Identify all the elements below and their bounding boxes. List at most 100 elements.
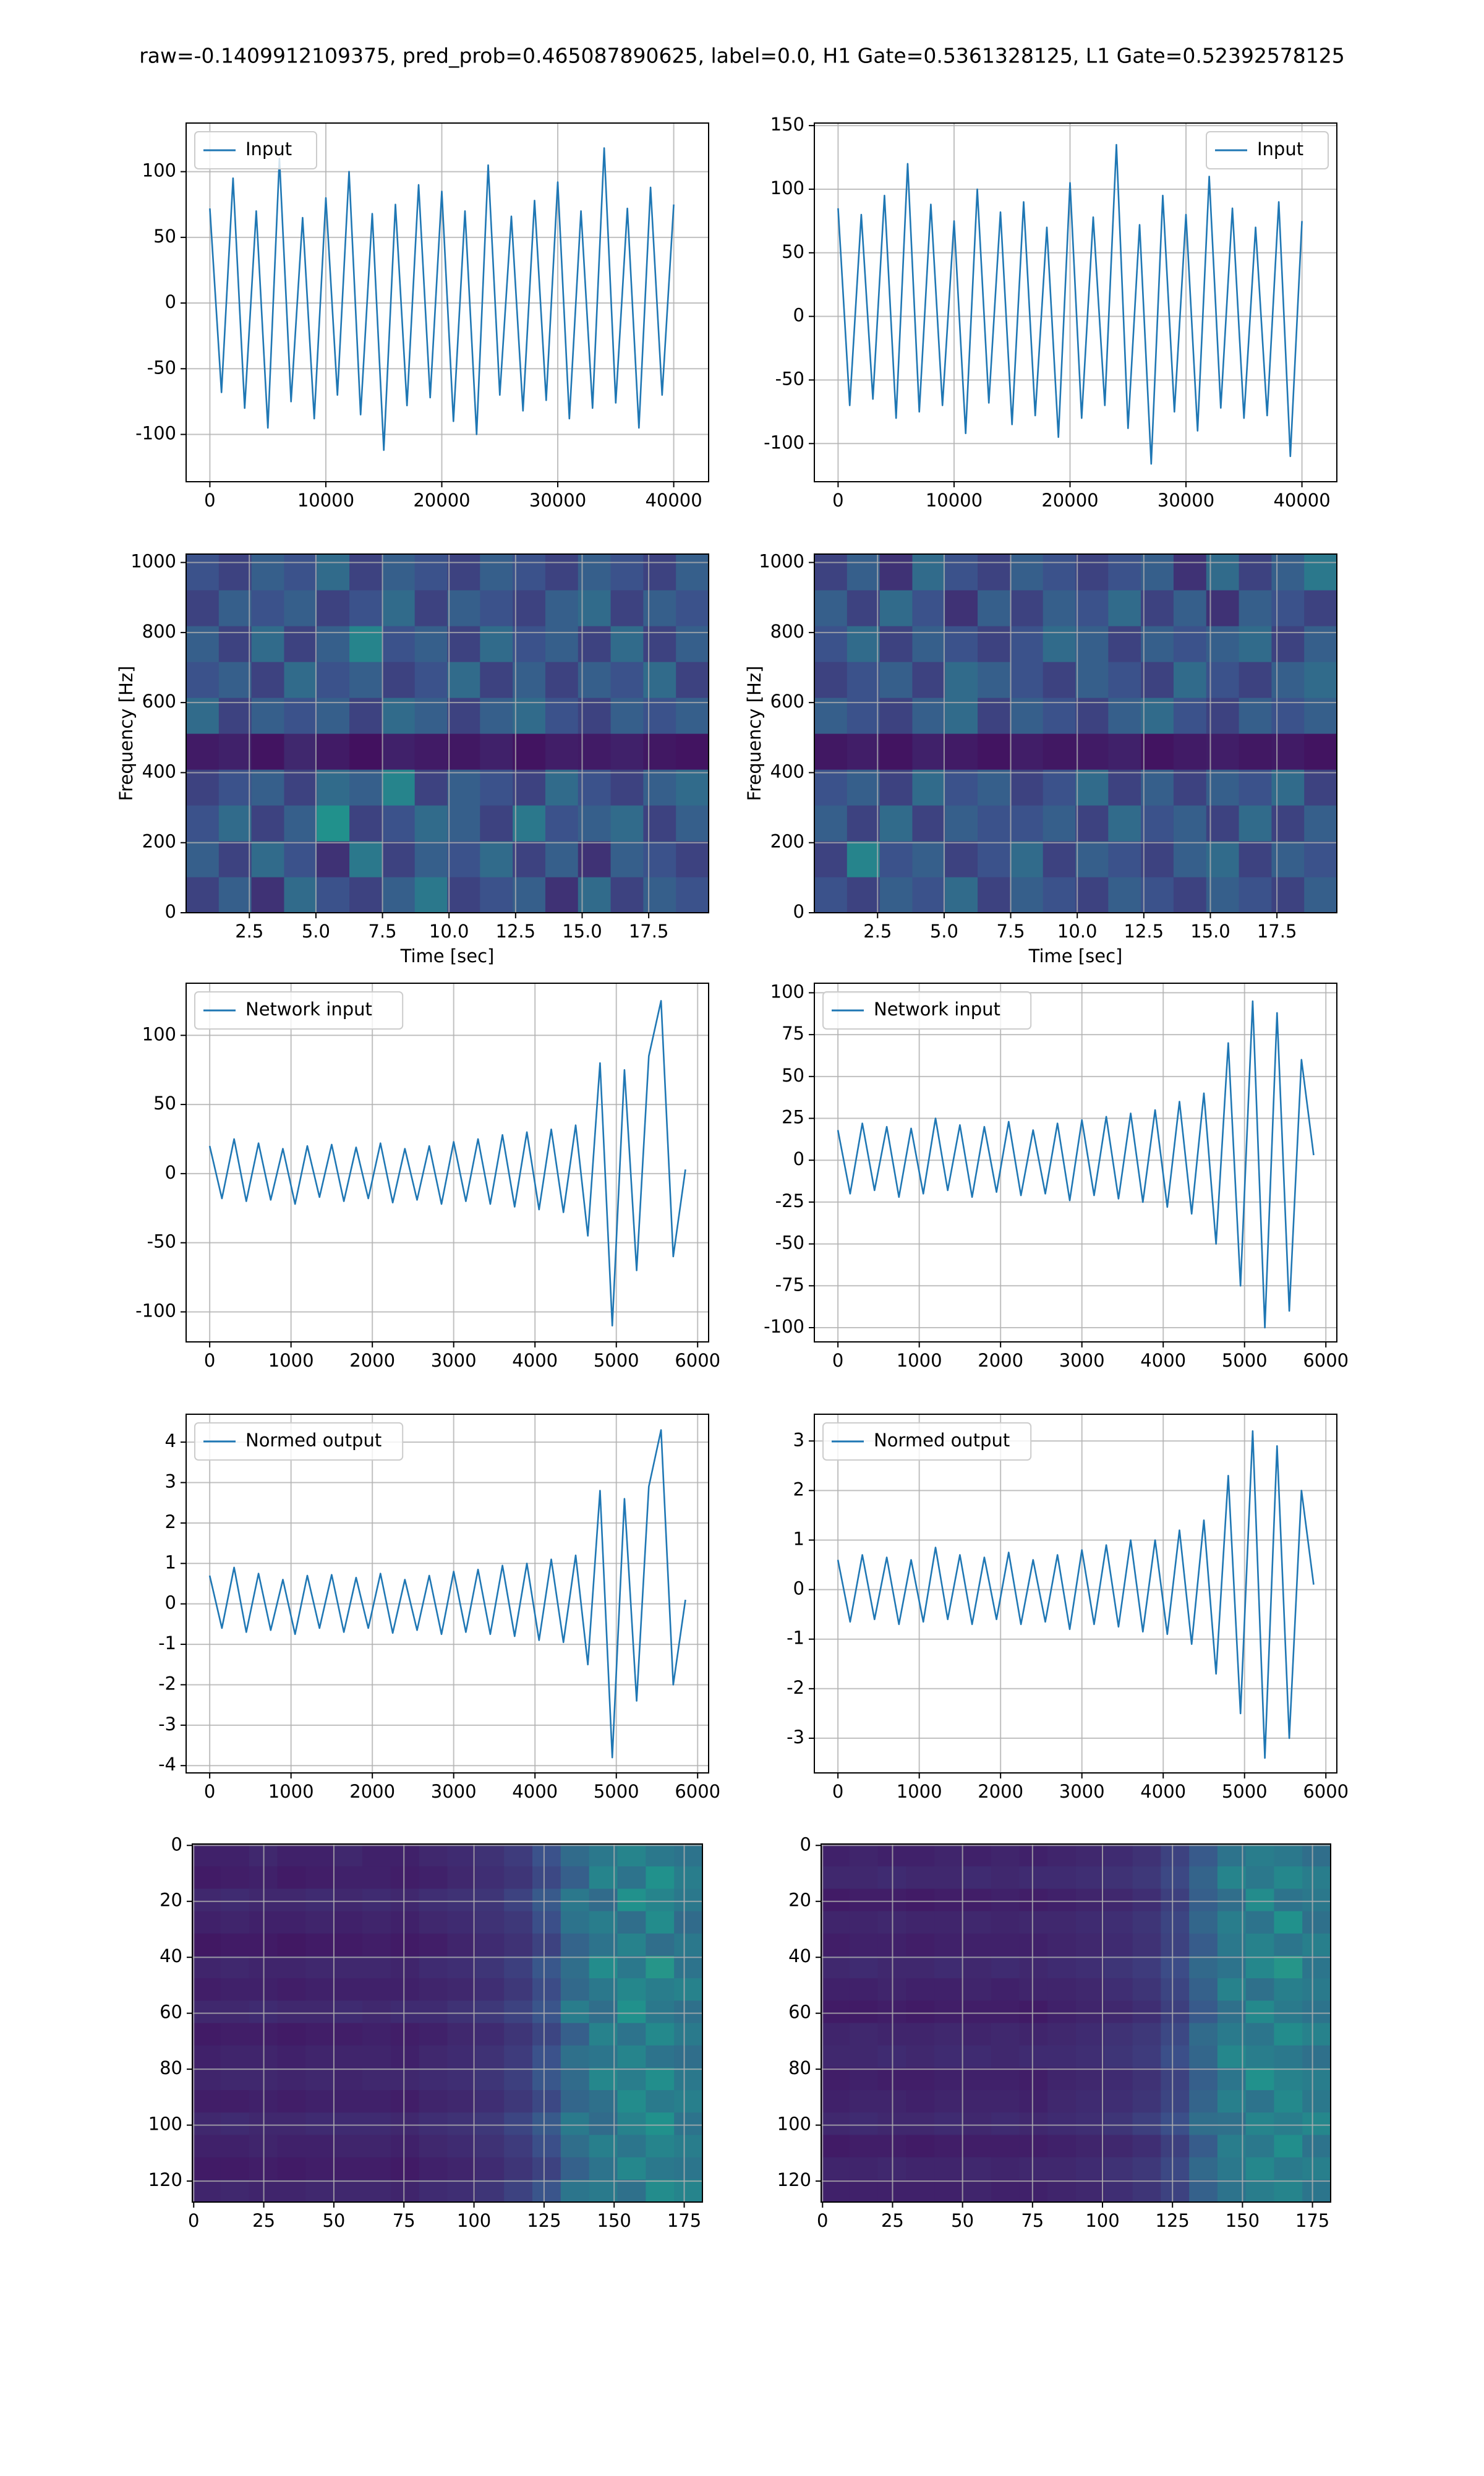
heatmap-cell — [218, 733, 252, 770]
heatmap-cell — [218, 769, 252, 806]
heatmap-cell — [504, 1933, 533, 1957]
heatmap-cell — [1217, 2067, 1247, 2091]
heatmap-cell — [349, 841, 383, 877]
heatmap-cell — [1075, 841, 1109, 877]
heatmap-cell — [192, 2135, 221, 2158]
heatmap-cell — [934, 2045, 963, 2068]
heatmap-cell — [560, 2023, 590, 2046]
heatmap-cell — [1104, 1866, 1133, 1889]
heatmap-cell — [934, 2157, 963, 2180]
axes-frame — [814, 122, 1337, 482]
heatmap-cell — [1108, 805, 1141, 842]
heatmap-cell — [560, 2179, 590, 2203]
heatmap-cell — [962, 2179, 992, 2203]
heatmap-cell — [475, 1978, 505, 2001]
heatmap-cell — [362, 1978, 391, 2001]
heatmap-cell — [560, 2112, 590, 2136]
heatmap-cell — [560, 1844, 590, 1867]
heatmap-cell — [617, 2045, 646, 2068]
heatmap-cell — [560, 1978, 590, 2001]
heatmap-cell — [1075, 626, 1109, 662]
x-tick-label: 3000 — [1059, 1781, 1105, 1802]
heatmap-cell — [646, 1978, 675, 2001]
heatmap-cell — [362, 2000, 391, 2024]
heatmap-cell — [251, 590, 285, 626]
heatmap-cell — [414, 805, 448, 842]
heatmap-cell — [504, 1955, 533, 1979]
x-tick-label: 0 — [188, 2210, 199, 2231]
heatmap-cell — [674, 1911, 703, 1934]
heatmap-cell — [846, 626, 881, 662]
heatmap-cell — [1076, 2135, 1105, 2158]
heatmap-cell — [945, 662, 978, 698]
heatmap-cell — [1173, 626, 1207, 662]
heatmap-cell — [1108, 590, 1141, 626]
heatmap-cell — [1206, 805, 1240, 842]
heatmap-cell — [1010, 841, 1044, 877]
y-tick-label: 200 — [142, 831, 176, 852]
heatmap-cell — [475, 1844, 505, 1867]
y-tick-label: -100 — [764, 432, 804, 453]
heatmap-cell — [447, 554, 480, 591]
heatmap-cell — [1104, 2023, 1133, 2046]
heatmap-cell — [991, 2045, 1020, 2068]
heatmap-cell — [317, 877, 350, 913]
heatmap-cell — [1217, 2090, 1247, 2113]
heatmap-cell — [674, 1844, 703, 1867]
heatmap-cell — [617, 1844, 646, 1867]
heatmap-cell — [1019, 2045, 1048, 2068]
y-tick-label: 1 — [793, 1528, 804, 1549]
heatmap-cell — [646, 2000, 675, 2024]
heatmap-cell — [414, 733, 448, 770]
heatmap-cell — [382, 769, 416, 806]
heatmap-cell — [349, 698, 383, 734]
heatmap-cell — [447, 805, 480, 842]
heatmap-cell — [934, 2135, 963, 2158]
heatmap-cell — [934, 1978, 963, 2001]
heatmap-cell — [1217, 2000, 1247, 2024]
heatmap-cell — [1173, 554, 1207, 591]
heatmap-cell — [578, 554, 612, 591]
heatmap-cell — [646, 2157, 675, 2180]
heatmap-cell — [1075, 698, 1109, 734]
heatmap-cell — [849, 2179, 879, 2203]
heatmap-cell — [1043, 554, 1077, 591]
heatmap-cell — [447, 877, 480, 913]
heatmap-cell — [814, 554, 848, 591]
heatmap-cell — [545, 626, 579, 662]
heatmap-cell — [305, 2000, 335, 2024]
heatmap-cell — [821, 1933, 850, 1957]
heatmap-cell — [419, 2023, 448, 2046]
axes-frame — [186, 1414, 709, 1774]
x-tick-label: 0 — [204, 490, 215, 511]
heatmap-cell — [382, 805, 416, 842]
heatmap-cell — [390, 1911, 420, 1934]
heatmap-cell — [906, 2090, 935, 2113]
heatmap-cell — [1104, 2090, 1133, 2113]
heatmap-cell — [1274, 2112, 1303, 2136]
y-tick-label: 20 — [160, 1890, 182, 1911]
heatmap-cell — [1019, 1866, 1048, 1889]
axes-frame — [814, 1414, 1337, 1774]
heatmap-cell — [1161, 2045, 1190, 2068]
heatmap-cell — [589, 2023, 618, 2046]
y-tick-label: 0 — [171, 1834, 182, 1855]
x-tick-label: 0 — [832, 1781, 843, 1802]
heatmap-cell — [1173, 733, 1207, 770]
heatmap-cell — [475, 2000, 505, 2024]
heatmap-cell — [846, 877, 881, 913]
heatmap-cell — [962, 1889, 992, 1912]
heatmap-cell — [419, 2000, 448, 2024]
heatmap-cell — [513, 698, 546, 734]
x-tick-label: 4000 — [1140, 1781, 1186, 1802]
x-tick-label: 15.0 — [1190, 921, 1230, 942]
heatmap-cell — [814, 662, 848, 698]
heatmap-cell — [879, 554, 913, 591]
heatmap-cell — [1245, 2090, 1275, 2113]
line-series — [837, 143, 1303, 465]
y-tick-label: -100 — [135, 423, 176, 444]
heatmap-cell — [1274, 2045, 1303, 2068]
heatmap-cell — [617, 1889, 646, 1912]
heatmap-cell — [962, 1844, 992, 1867]
heatmap-cell — [532, 1844, 561, 1867]
